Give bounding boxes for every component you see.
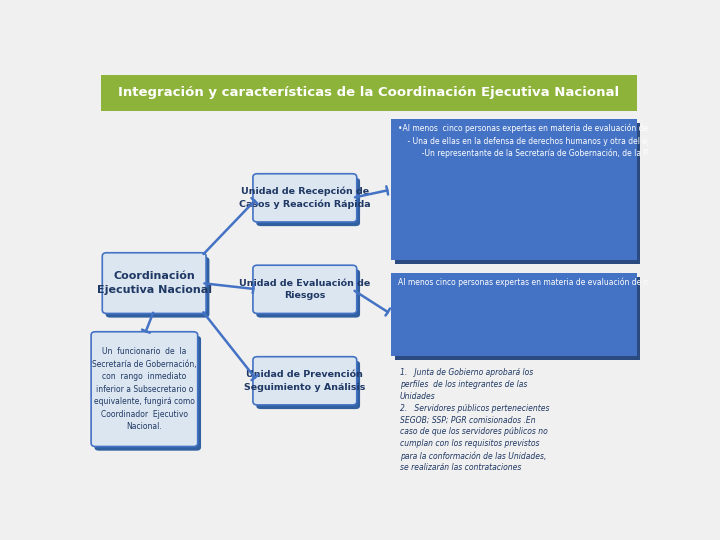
Text: 2.   Servidores públicos pertenecientes
SEGOB; SSP; PGR comisionados .En
caso de: 2. Servidores públicos pertenecientes SE…: [400, 404, 549, 472]
Text: Unidad de Prevención
Seguimiento y Análisis: Unidad de Prevención Seguimiento y Análi…: [244, 370, 366, 392]
Text: •Al menos  cinco personas expertas en materia de evaluación de riesgo y protecci: •Al menos cinco personas expertas en mat…: [398, 124, 720, 158]
Text: Unidad de Evaluación de
Riesgos: Unidad de Evaluación de Riesgos: [239, 279, 371, 300]
FancyBboxPatch shape: [256, 178, 360, 226]
Text: Unidad de Recepción de
Casos y Reacción Rápida: Unidad de Recepción de Casos y Reacción …: [239, 186, 371, 209]
FancyBboxPatch shape: [102, 253, 206, 313]
FancyBboxPatch shape: [101, 75, 637, 111]
Text: Coordinación
Ejecutiva Nacional: Coordinación Ejecutiva Nacional: [96, 271, 212, 295]
FancyBboxPatch shape: [392, 273, 637, 356]
Text: 1.   Junta de Gobierno aprobará los
perfiles  de los integrantes de las
Unidades: 1. Junta de Gobierno aprobará los perfil…: [400, 368, 533, 401]
FancyBboxPatch shape: [253, 357, 356, 405]
Text: Un  funcionario  de  la
Secretaría de Gobernación,
con  rango  inmediato
inferio: Un funcionario de la Secretaría de Gober…: [92, 347, 197, 431]
FancyBboxPatch shape: [256, 269, 360, 318]
FancyBboxPatch shape: [253, 174, 356, 222]
Text: Al menos cinco personas expertas en materia de evaluación de riesgo y protección: Al menos cinco personas expertas en mate…: [398, 278, 720, 287]
FancyBboxPatch shape: [392, 119, 637, 260]
FancyBboxPatch shape: [106, 257, 210, 318]
FancyBboxPatch shape: [395, 277, 640, 360]
FancyBboxPatch shape: [94, 336, 201, 451]
Text: Integración y características de la Coordinación Ejecutiva Nacional: Integración y características de la Coor…: [118, 86, 620, 99]
FancyBboxPatch shape: [256, 361, 360, 409]
FancyBboxPatch shape: [395, 123, 640, 265]
FancyBboxPatch shape: [91, 332, 198, 447]
FancyBboxPatch shape: [253, 265, 356, 313]
